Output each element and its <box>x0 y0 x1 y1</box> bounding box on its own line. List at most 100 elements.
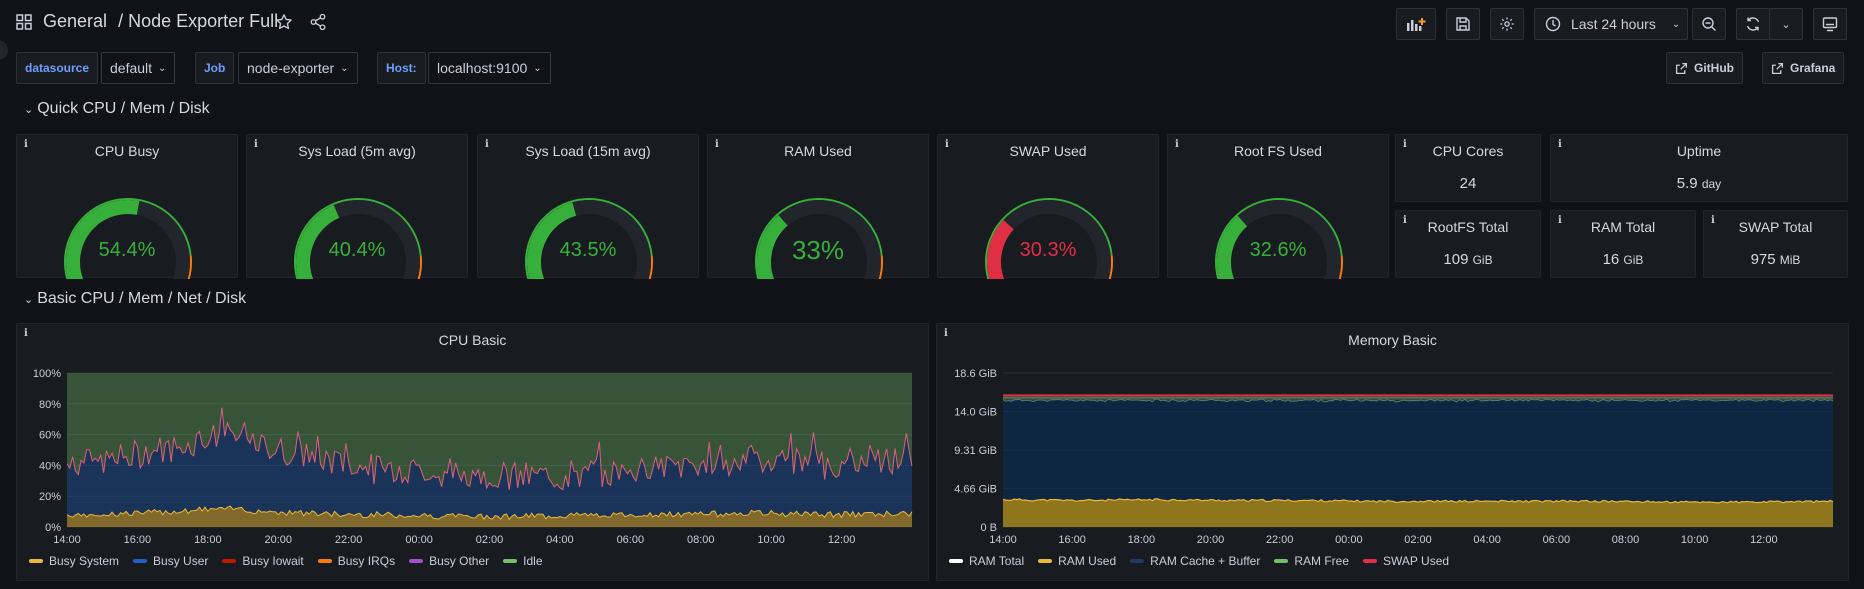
legend-item[interactable]: Idle <box>503 554 543 568</box>
info-icon[interactable]: i <box>945 139 949 150</box>
save-dashboard-button[interactable] <box>1446 8 1480 40</box>
panel-title: RAM Total <box>1590 219 1656 235</box>
breadcrumb-folder[interactable]: General <box>43 11 108 31</box>
refresh-icon <box>1746 17 1760 31</box>
series-busy-system-area <box>67 506 912 527</box>
legend-item[interactable]: Busy IRQs <box>317 554 395 568</box>
x-tick-label: 14:00 <box>989 534 1017 546</box>
monitor-icon <box>1822 17 1838 32</box>
github-link[interactable]: GitHub <box>1666 52 1743 84</box>
x-tick-label: 14:00 <box>53 534 81 546</box>
legend-label: RAM Cache + Buffer <box>1150 554 1261 568</box>
gauge-value: 30.3% <box>1019 239 1077 261</box>
settings-button[interactable] <box>1490 8 1524 40</box>
legend-item[interactable]: Busy User <box>133 554 208 568</box>
legend-item[interactable]: Busy Other <box>409 554 489 568</box>
refresh-interval-dropdown[interactable]: ⌄ <box>1769 8 1803 40</box>
row-basic-cpu-mem-net-disk[interactable]: ⌄ Basic CPU / Mem / Net / Disk <box>24 290 246 308</box>
sidebar-expand-tab[interactable] <box>0 40 8 60</box>
stat-panel-ram-total[interactable]: i RAM Total 16 GiB <box>1550 210 1696 278</box>
x-tick-label: 16:00 <box>1058 534 1086 546</box>
stat-value: 975 MiB <box>1704 251 1847 268</box>
stat-panel-rootfs-total[interactable]: i RootFS Total 109 GiB <box>1395 210 1541 278</box>
info-icon[interactable]: i <box>1558 139 1562 150</box>
gauge-fill <box>66 200 140 279</box>
panel-title: Memory Basic <box>1348 332 1437 348</box>
add-panel-button[interactable] <box>1396 8 1436 40</box>
panel-title: SWAP Used <box>1009 143 1087 159</box>
gauge-value: 40.4% <box>328 239 386 261</box>
chevron-down-icon: ⌄ <box>533 62 542 74</box>
gauge-threshold-orange <box>417 255 422 279</box>
legend-item[interactable]: SWAP Used <box>1363 554 1449 568</box>
variable-select-datasource[interactable]: default ⌄ <box>101 52 176 84</box>
cpu-basic-chart[interactable]: 100% 80% 60% 40% 20% 0%14:00 16:00 18:00 20:00 22… <box>17 324 928 580</box>
gauge-panel[interactable]: i SWAP Used 30.3% <box>937 134 1159 279</box>
external-link-icon <box>1771 62 1784 74</box>
legend-label: Busy System <box>49 554 120 568</box>
panel-title: Sys Load (5m avg) <box>298 143 416 159</box>
y-tick-label: 4.66 GiB <box>954 484 997 496</box>
gauge-fill <box>757 215 788 279</box>
gauge-panel[interactable]: i Sys Load (5m avg) 40.4% <box>246 134 468 279</box>
gauge-arc <box>64 198 192 279</box>
gauge-threshold-green <box>64 198 192 279</box>
info-icon[interactable]: i <box>24 139 28 150</box>
grafana-link[interactable]: Grafana <box>1762 52 1845 84</box>
legend-item[interactable]: Busy Iowait <box>222 554 304 568</box>
info-icon[interactable]: i <box>485 139 489 150</box>
variable-select-job[interactable]: node-exporter ⌄ <box>238 52 358 84</box>
stat-number: 5.9 <box>1676 175 1698 192</box>
x-tick-label: 10:00 <box>757 534 785 546</box>
chevron-down-icon: ⌄ <box>24 293 34 306</box>
star-icon[interactable] <box>275 13 293 36</box>
stat-panel-cpu-cores[interactable]: i CPU Cores 24 <box>1395 134 1541 202</box>
memory-basic-chart[interactable]: 18.6 GiB 14.0 GiB 9.31 GiB 4.66 GiB 0 B14:00… <box>937 324 1848 580</box>
chevron-down-icon: ⌄ <box>24 103 34 116</box>
info-icon[interactable]: i <box>1175 139 1179 150</box>
stat-panel-swap-total[interactable]: i SWAP Total 975 MiB <box>1703 210 1848 278</box>
gauge-panel[interactable]: i Sys Load (15m avg) 43.5% <box>477 134 699 279</box>
share-icon[interactable] <box>309 13 327 36</box>
info-icon[interactable]: i <box>715 139 719 150</box>
legend-label: Busy User <box>153 554 209 568</box>
panel-title: CPU Busy <box>94 143 160 159</box>
panel-title: Sys Load (15m avg) <box>525 143 651 159</box>
legend-item[interactable]: RAM Total <box>949 554 1024 568</box>
info-icon[interactable]: i <box>24 328 28 339</box>
info-icon[interactable]: i <box>1558 215 1562 226</box>
stat-panel-uptime[interactable]: i Uptime 5.9 day <box>1550 134 1848 202</box>
gauge-fill <box>527 202 577 279</box>
gauge-threshold-orange <box>1338 255 1343 279</box>
page-title[interactable]: Node Exporter Full <box>128 11 279 31</box>
external-link-icon <box>1675 62 1688 74</box>
panel-memory-basic[interactable]: i Memory Basic 18.6 GiB 14.0 GiB 9.31 GiB 4… <box>936 323 1849 581</box>
panel-cpu-basic[interactable]: i CPU Basic 100% 80% 60% 40% 20% 0% 14:00 16:00… <box>16 323 929 581</box>
info-icon[interactable]: i <box>254 139 258 150</box>
info-icon[interactable]: i <box>1711 215 1715 226</box>
info-icon[interactable]: i <box>1403 215 1407 226</box>
legend-item[interactable]: RAM Cache + Buffer <box>1130 554 1260 568</box>
row-quick-cpu-mem-disk[interactable]: ⌄ Quick CPU / Mem / Disk <box>24 100 210 118</box>
dashboards-icon[interactable] <box>16 14 32 35</box>
refresh-button[interactable] <box>1736 8 1770 40</box>
stat-number: 16 <box>1602 251 1620 268</box>
gauge-panel[interactable]: i RAM Used 33% <box>707 134 929 279</box>
gauge-value: 33% <box>791 235 845 265</box>
stat-value: 109 GiB <box>1396 251 1540 268</box>
variable-select-host[interactable]: localhost:9100 ⌄ <box>428 52 551 84</box>
legend-item[interactable]: RAM Used <box>1038 554 1116 568</box>
variable-value: default <box>110 60 153 76</box>
gauge-panel[interactable]: i Root FS Used 32.6% <box>1167 134 1389 279</box>
y-tick-label: 80% <box>39 399 61 411</box>
time-picker-button[interactable]: Last 24 hours ⌄ <box>1534 8 1688 40</box>
legend-item[interactable]: Busy System <box>29 554 119 568</box>
info-icon[interactable]: i <box>1403 139 1407 150</box>
gauge-panel[interactable]: i CPU Busy 54.4% <box>16 134 238 279</box>
zoom-out-button[interactable] <box>1692 8 1726 40</box>
info-icon[interactable]: i <box>944 328 948 339</box>
x-tick-label: 10:00 <box>1681 534 1709 546</box>
gauge-threshold-orange <box>1108 255 1113 279</box>
tv-mode-button[interactable] <box>1813 8 1847 40</box>
legend-item[interactable]: RAM Free <box>1274 554 1349 568</box>
